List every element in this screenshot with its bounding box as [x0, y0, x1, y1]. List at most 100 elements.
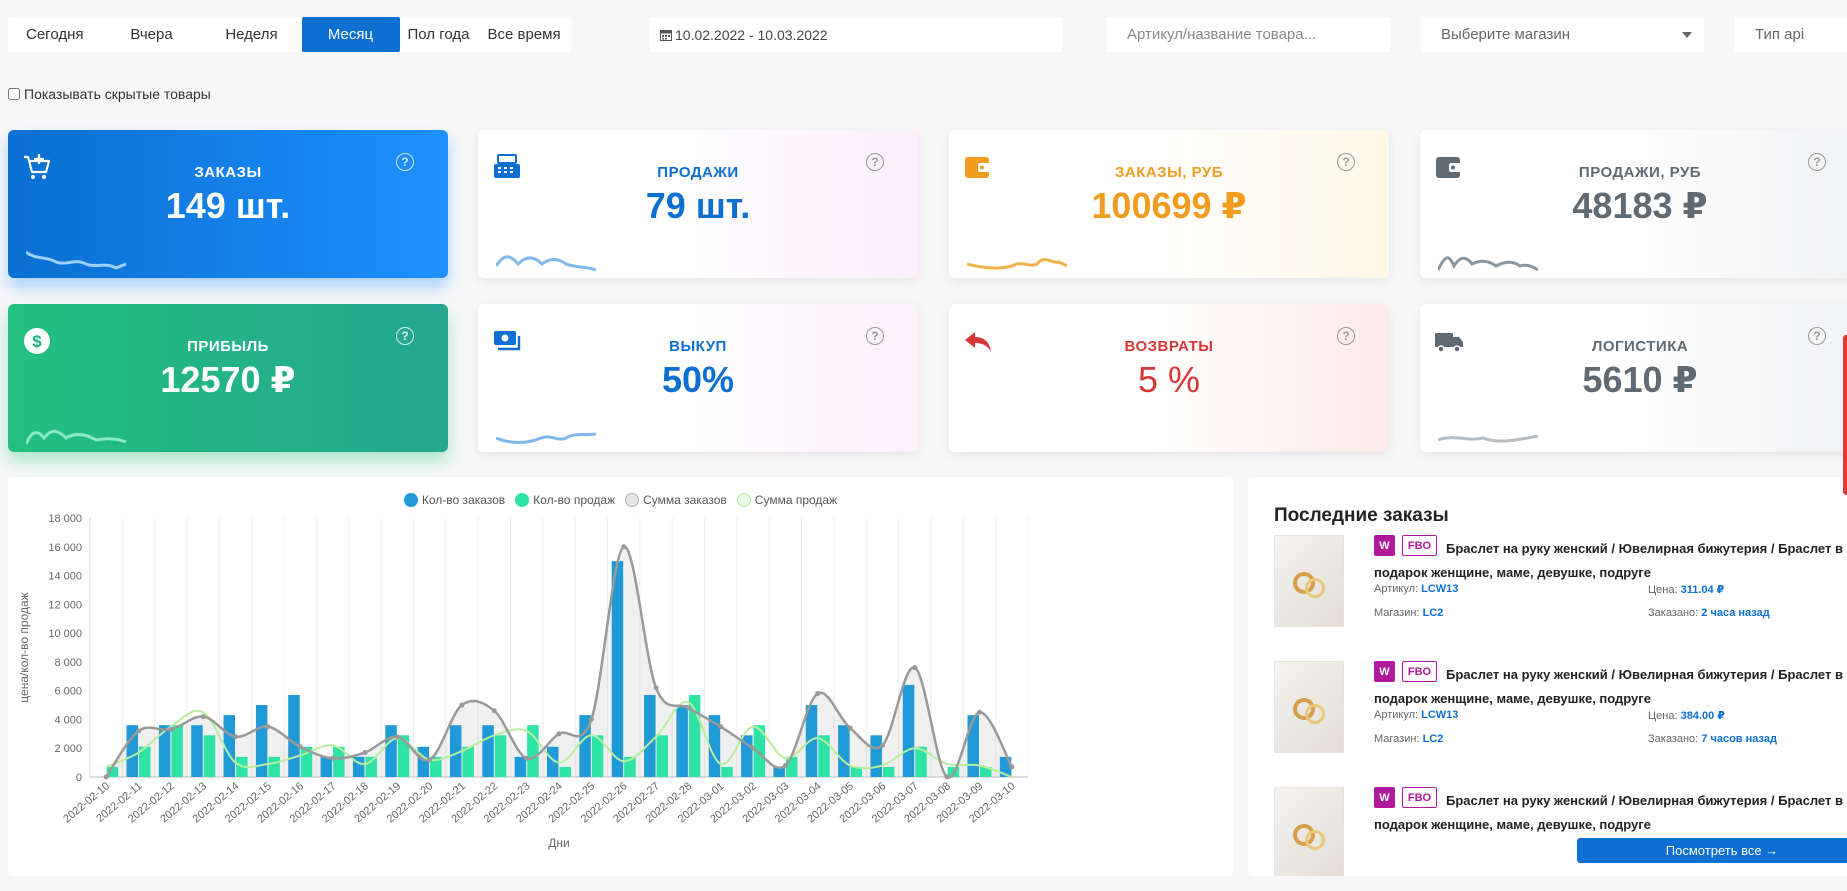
period-month-button[interactable]: Месяц — [302, 17, 400, 52]
recent-orders-panel: Последние заказы W FBO Браслет на руку жен… — [1248, 477, 1847, 876]
order-price: Цена: 311.04 ₽ — [1648, 583, 1724, 596]
bar-orders-count — [612, 561, 624, 777]
orders-sum-point — [686, 705, 691, 710]
api-type-select[interactable]: Тип api — [1735, 17, 1847, 52]
orders-sum-point — [492, 708, 497, 713]
orders-sum-point — [1009, 764, 1014, 769]
period-week-button[interactable]: Неделя — [202, 17, 302, 52]
feedback-tab[interactable] — [1843, 335, 1847, 495]
period-selector: Сегодня Вчера Неделя Месяц Пол года Все … — [8, 17, 571, 52]
orders-rub-sparkline — [967, 242, 1067, 272]
bar-sales-count — [171, 725, 183, 777]
sales-rub-sparkline — [1438, 242, 1538, 272]
orders-sum-point — [621, 544, 626, 549]
order-price: Цена: 384.00 ₽ — [1648, 709, 1725, 722]
bar-orders-count — [418, 747, 430, 777]
buyout-sparkline — [496, 416, 596, 446]
returns-card-title: ВОЗВРАТЫ — [949, 338, 1389, 355]
date-range-value: 10.02.2022 - 10.03.2022 — [675, 27, 828, 43]
search-input[interactable] — [1107, 17, 1390, 52]
date-range-picker[interactable]: 10.02.2022 - 10.03.2022 — [650, 17, 1062, 52]
orders-sum-point — [977, 710, 982, 715]
product-thumbnail — [1274, 535, 1344, 627]
profit-card-value: 12570 ₽ — [8, 359, 448, 401]
orders-sum-point — [427, 757, 432, 762]
help-icon[interactable]: ? — [1337, 153, 1355, 171]
orders-sum-point — [168, 727, 173, 732]
orders-sum-point — [459, 703, 464, 708]
buyout-card-title: ВЫКУП — [478, 338, 918, 355]
bar-orders-count — [676, 705, 688, 777]
help-icon[interactable]: ? — [866, 153, 884, 171]
orders-sum-point — [104, 775, 109, 780]
help-icon[interactable]: ? — [866, 327, 884, 345]
bar-orders-count — [967, 715, 979, 777]
bar-orders-count — [903, 685, 915, 777]
order-item[interactable]: W FBO Браслет на руку женский / Ювелирная … — [1274, 535, 1844, 645]
order-product-name[interactable]: Браслет на руку женский / Ювелирная бижу… — [1374, 537, 1844, 585]
x-axis-label: Дни — [548, 836, 569, 850]
orders-sum-point — [201, 714, 206, 719]
order-time: Заказано: 2 часа назад — [1648, 607, 1770, 619]
bar-orders-count — [806, 705, 818, 777]
period-yesterday-button[interactable]: Вчера — [102, 17, 202, 52]
y-axis-label: цена/кол-во продаж — [17, 592, 31, 702]
help-icon[interactable]: ? — [1808, 153, 1826, 171]
bar-sales-count — [657, 735, 669, 777]
shop-select[interactable]: Выберите магазин — [1421, 17, 1704, 52]
help-icon[interactable]: ? — [1337, 327, 1355, 345]
view-all-orders-button[interactable]: Посмотреть все → — [1577, 838, 1847, 863]
orders-sum-point — [362, 750, 367, 755]
order-product-name[interactable]: Браслет на руку женский / Ювелирная бижу… — [1374, 663, 1844, 711]
orders-sum-point — [298, 744, 303, 749]
order-shop: Магазин: LC2 — [1374, 607, 1443, 619]
help-icon[interactable]: ? — [1808, 327, 1826, 345]
orders-sparkline — [26, 242, 126, 272]
orders-sales-chart: Кол-во заказов Кол-во продаж Сумма заказ… — [8, 477, 1233, 876]
api-type-label: Тип api — [1755, 26, 1804, 43]
sales-card-title: ПРОДАЖИ — [478, 164, 918, 181]
orders-sum-point — [718, 724, 723, 729]
returns-card: ВОЗВРАТЫ 5 % ? — [949, 304, 1389, 452]
orders-sum-point — [557, 731, 562, 736]
bar-orders-count — [870, 735, 882, 777]
orders-sum-point — [265, 724, 270, 729]
orders-sum-point — [524, 756, 529, 761]
bar-sales-count — [268, 757, 280, 777]
y-tick-label: 16 000 — [48, 542, 82, 554]
help-icon[interactable]: ? — [396, 153, 414, 171]
orders-rub-card-value: 100699 ₽ — [949, 185, 1389, 227]
orders-sum-point — [848, 726, 853, 731]
calendar-icon — [660, 29, 672, 41]
y-tick-label: 4 000 — [54, 714, 82, 726]
sales-sparkline — [496, 242, 596, 272]
show-hidden-checkbox[interactable] — [8, 88, 20, 100]
order-product-name[interactable]: Браслет на руку женский / Ювелирная бижу… — [1374, 789, 1844, 837]
bar-sales-count — [560, 767, 572, 777]
orders-card-value: 149 шт. — [8, 185, 448, 227]
order-item[interactable]: W FBO Браслет на руку женский / Ювелирная … — [1274, 661, 1844, 771]
help-icon[interactable]: ? — [396, 327, 414, 345]
y-tick-label: 6 000 — [54, 686, 82, 698]
sales-card: ПРОДАЖИ 79 шт. ? — [478, 130, 918, 278]
y-tick-label: 18 000 — [48, 513, 82, 525]
period-alltime-button[interactable]: Все время — [477, 17, 570, 52]
orders-sum-point — [783, 763, 788, 768]
orders-sum-point — [589, 717, 594, 722]
logistics-card: ЛОГИСТИКА 5610 ₽ ? — [1420, 304, 1847, 452]
profit-card-title: ПРИБЫЛЬ — [8, 338, 448, 355]
profit-card: $ ПРИБЫЛЬ 12570 ₽ ? — [8, 304, 448, 452]
bar-orders-count — [288, 695, 300, 777]
show-hidden-toggle[interactable]: Показывать скрытые товары — [8, 86, 211, 102]
order-time: Заказано: 7 часов назад — [1648, 733, 1777, 745]
bar-orders-count — [191, 725, 203, 777]
period-today-button[interactable]: Сегодня — [8, 17, 102, 52]
profit-sparkline — [26, 416, 126, 446]
bar-sales-count — [721, 767, 733, 777]
chart-canvas: 0 2 000 4 000 6 000 8 000 10 000 12 000 14 000 1… — [8, 477, 1233, 876]
orders-sum-point — [136, 728, 141, 733]
period-halfyear-button[interactable]: Пол года — [400, 17, 478, 52]
y-tick-label: 12 000 — [48, 599, 82, 611]
y-tick-label: 8 000 — [54, 657, 82, 669]
bar-sales-count — [204, 735, 216, 777]
